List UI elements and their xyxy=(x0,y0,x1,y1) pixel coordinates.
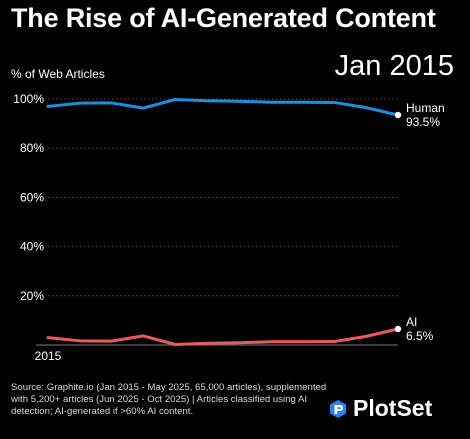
plotset-logo-icon xyxy=(330,399,346,418)
chart-title: The Rise of AI-Generated Content xyxy=(11,3,436,33)
brand-logo: PlotSet xyxy=(328,395,432,422)
y-tick-label: 100% xyxy=(13,92,44,106)
y-tick-label: 40% xyxy=(20,240,44,254)
x-tick-label: 2015 xyxy=(35,349,62,363)
y-tick-label: 20% xyxy=(20,289,44,303)
ai-end-marker xyxy=(394,325,402,333)
ai-series-label: AI xyxy=(406,315,417,329)
source-note: Source: Graphite.io (Jan 2015 - May 2025… xyxy=(11,382,327,417)
human-series-line xyxy=(46,97,400,117)
brand-name: PlotSet xyxy=(353,395,433,421)
ai-end-value: 6.5% xyxy=(406,329,434,343)
human-end-value: 93.5% xyxy=(406,115,440,129)
y-axis-label: % of Web Articles xyxy=(11,67,105,81)
y-tick-label: 60% xyxy=(20,190,44,204)
y-tick-label: 80% xyxy=(20,141,44,155)
date-label: Jan 2015 xyxy=(334,50,454,82)
ai-series-line xyxy=(46,327,400,347)
human-series-label: Human xyxy=(406,101,445,115)
human-end-marker xyxy=(394,111,402,119)
